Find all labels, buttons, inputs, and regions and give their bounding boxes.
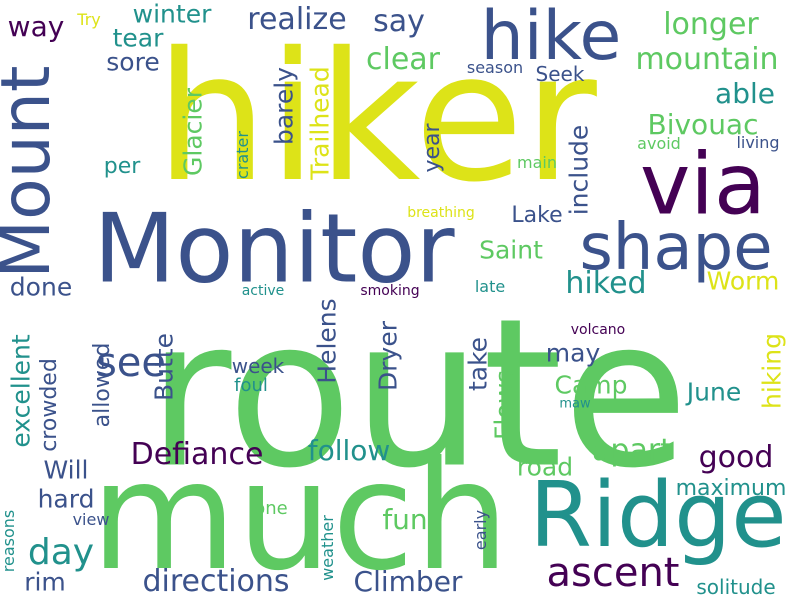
word-able: able xyxy=(715,77,775,110)
word-directions: directions xyxy=(142,564,290,599)
word-helens: Helens xyxy=(312,298,342,384)
word-crater: crater xyxy=(233,131,252,179)
word-climber: Climber xyxy=(353,565,463,598)
word-week: week xyxy=(231,354,285,378)
word-ridge: Ridge xyxy=(529,463,787,568)
word-hiker: hiker xyxy=(155,14,597,221)
word-june: June xyxy=(686,377,742,407)
word-foul: foul xyxy=(234,375,268,396)
word-view: view xyxy=(72,510,110,529)
word-late: late xyxy=(474,277,506,296)
word-hiked: hiked xyxy=(565,266,647,301)
word-smoking: smoking xyxy=(360,283,420,299)
word-tear: tear xyxy=(112,23,164,53)
word-say: say xyxy=(373,4,425,39)
word-weather: weather xyxy=(318,515,337,581)
word-maximum: maximum xyxy=(675,476,787,501)
word-clear: clear xyxy=(365,42,441,77)
word-main: main xyxy=(517,153,557,172)
word-shape: shape xyxy=(579,211,773,285)
word-ascent: ascent xyxy=(546,550,680,596)
word-avoid: avoid xyxy=(637,134,681,153)
word-road: road xyxy=(516,452,574,482)
word-mountain: mountain xyxy=(635,42,779,77)
word-volcano: volcano xyxy=(570,322,626,338)
word-winter: winter xyxy=(132,0,212,29)
word-take: take xyxy=(463,336,493,392)
word-apart: apart xyxy=(592,433,672,468)
word-living: living xyxy=(736,133,780,152)
word-follow: follow xyxy=(307,434,391,467)
word-longer: longer xyxy=(663,7,759,42)
word-trailhead: Trailhead xyxy=(305,66,335,180)
word-worm: Worm xyxy=(706,266,780,296)
word-hike: hike xyxy=(480,0,622,76)
word-much: much xyxy=(90,430,510,600)
word-crowded: crowded xyxy=(37,358,62,452)
word-breathing: breathing xyxy=(407,205,475,221)
word-done: done xyxy=(9,272,73,302)
word-may: may xyxy=(545,338,601,368)
word-fun: fun xyxy=(382,503,428,536)
word-barely: barely xyxy=(269,66,299,146)
word-year: year xyxy=(420,123,445,173)
word-active: active xyxy=(241,283,285,299)
word-season: season xyxy=(466,58,524,77)
word-good: good xyxy=(698,440,774,475)
word-reasons: reasons xyxy=(0,509,18,573)
word-one: one xyxy=(254,498,288,519)
word-try: Try xyxy=(77,10,101,29)
word-camp: Camp xyxy=(554,370,628,400)
word-realize: realize xyxy=(247,2,347,37)
word-route: route xyxy=(147,275,689,514)
word-glacier: Glacier xyxy=(178,88,208,176)
word-rim: rim xyxy=(24,567,66,597)
word-way: way xyxy=(7,10,65,43)
word-flows: Flows xyxy=(489,369,519,441)
word-solitude: solitude xyxy=(696,575,776,599)
word-sore: sore xyxy=(106,47,160,77)
word-mount: Mount xyxy=(0,65,66,279)
word-include: include xyxy=(564,124,594,216)
word-will: Will xyxy=(43,455,89,485)
word-maw: maw xyxy=(559,396,591,412)
word-lake: Lake xyxy=(511,203,563,228)
word-excellent: excellent xyxy=(6,334,36,448)
word-hiking: hiking xyxy=(757,333,787,409)
word-allowed: allowed xyxy=(90,342,115,428)
word-early: early xyxy=(471,509,490,551)
word-bivouac: Bivouac xyxy=(647,108,759,141)
word-day: day xyxy=(27,532,95,573)
word-hard: hard xyxy=(37,484,95,514)
word-per: per xyxy=(103,154,141,179)
word-saint: Saint xyxy=(479,235,543,265)
word-via: via xyxy=(639,135,767,235)
word-monitor: Monitor xyxy=(93,194,455,305)
word-defiance: Defiance xyxy=(130,437,264,472)
word-butte: Butte xyxy=(149,333,179,401)
word-dryer: Dryer xyxy=(373,321,403,391)
word-seek: Seek xyxy=(535,62,585,86)
word-see: see xyxy=(95,340,167,386)
